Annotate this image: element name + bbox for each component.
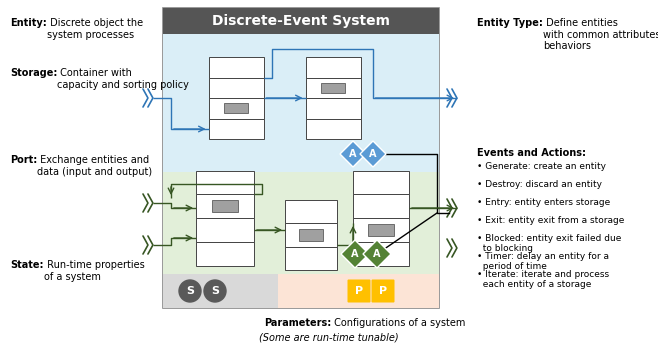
Bar: [163, 172, 439, 274]
Bar: [305, 57, 361, 78]
Text: Entity Type:: Entity Type:: [477, 18, 543, 28]
Bar: [196, 242, 254, 266]
Bar: [305, 119, 361, 139]
Bar: [209, 57, 263, 78]
Bar: [285, 200, 337, 223]
Bar: [196, 194, 254, 218]
Bar: [163, 8, 439, 34]
FancyBboxPatch shape: [372, 280, 395, 303]
Text: A: A: [349, 149, 357, 159]
Text: • Entry: entity enters storage: • Entry: entity enters storage: [477, 198, 610, 207]
Bar: [285, 223, 337, 247]
Text: Discrete object the
system processes: Discrete object the system processes: [47, 18, 143, 40]
Text: A: A: [351, 249, 359, 259]
Bar: [163, 274, 278, 308]
Bar: [212, 200, 238, 212]
Bar: [196, 171, 254, 194]
Polygon shape: [340, 141, 366, 167]
Bar: [209, 78, 263, 98]
Text: Run-time properties
of a system: Run-time properties of a system: [43, 260, 144, 281]
Bar: [353, 194, 409, 218]
Text: Port:: Port:: [10, 155, 38, 165]
Polygon shape: [360, 141, 386, 167]
Text: • Iterate: iterate and process
  each entity of a storage: • Iterate: iterate and process each enti…: [477, 270, 609, 290]
Polygon shape: [363, 240, 391, 268]
Bar: [163, 34, 439, 172]
Bar: [224, 103, 248, 113]
Text: (Some are run-time tunable): (Some are run-time tunable): [259, 332, 399, 342]
Circle shape: [204, 280, 226, 302]
Text: Define entities
with common attributes and
behaviors: Define entities with common attributes a…: [543, 18, 658, 51]
Text: Events and Actions:: Events and Actions:: [477, 148, 586, 158]
Bar: [305, 98, 361, 119]
Text: P: P: [379, 286, 387, 296]
Text: S: S: [186, 286, 194, 296]
Text: A: A: [369, 149, 377, 159]
Text: A: A: [373, 249, 381, 259]
Text: • Generate: create an entity: • Generate: create an entity: [477, 162, 606, 171]
Bar: [305, 78, 361, 98]
Bar: [353, 171, 409, 194]
Bar: [209, 98, 263, 119]
Text: • Timer: delay an entity for a
  period of time: • Timer: delay an entity for a period of…: [477, 252, 609, 272]
Text: • Blocked: entity exit failed due
  to blocking: • Blocked: entity exit failed due to blo…: [477, 234, 621, 253]
Bar: [368, 224, 393, 236]
Text: Storage:: Storage:: [10, 68, 57, 78]
Text: Parameters:: Parameters:: [264, 318, 331, 328]
Text: Configurations of a system: Configurations of a system: [331, 318, 466, 328]
Polygon shape: [341, 240, 369, 268]
Text: P: P: [355, 286, 363, 296]
Bar: [353, 242, 409, 266]
Text: Exchange entities and
data (input and output): Exchange entities and data (input and ou…: [38, 155, 153, 177]
Text: State:: State:: [10, 260, 43, 270]
Text: S: S: [211, 286, 219, 296]
FancyBboxPatch shape: [347, 280, 370, 303]
Text: Discrete-Event System: Discrete-Event System: [212, 14, 390, 28]
Bar: [353, 218, 409, 242]
Bar: [320, 82, 345, 93]
Text: Container with
capacity and sorting policy: Container with capacity and sorting poli…: [57, 68, 190, 90]
Bar: [209, 119, 263, 139]
Bar: [285, 247, 337, 270]
Bar: [196, 218, 254, 242]
Bar: [278, 274, 439, 308]
Text: • Exit: entity exit from a storage: • Exit: entity exit from a storage: [477, 216, 624, 225]
Text: • Destroy: discard an entity: • Destroy: discard an entity: [477, 180, 602, 189]
Bar: [299, 229, 322, 241]
Text: Entity:: Entity:: [10, 18, 47, 28]
Bar: [163, 8, 439, 308]
Circle shape: [179, 280, 201, 302]
